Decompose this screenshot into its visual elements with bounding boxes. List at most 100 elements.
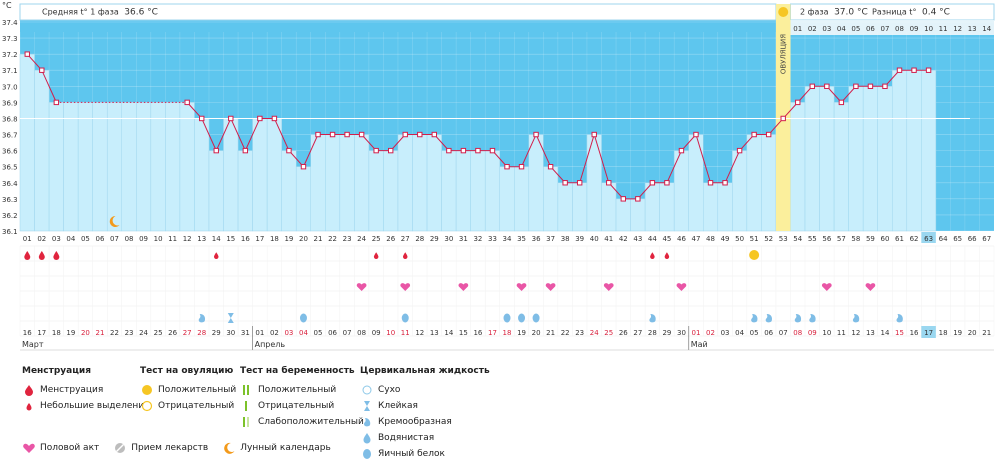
temperature-bar [441,150,457,232]
sticky-icon [364,401,370,411]
cycle-day-label: 46 [677,235,686,243]
temperature-point [518,163,525,170]
cycle-day-label: 19 [284,235,293,243]
calendar-date-label: 14 [881,329,890,337]
calendar-date-label: 06 [328,329,337,337]
calendar-date-label: 30 [677,329,686,337]
month-label: Апрель [255,340,286,349]
phase2-day-label: 12 [953,25,962,33]
cycle-day-label: 60 [881,235,890,243]
y-tick-label: 36.1 [2,228,18,236]
temperature-point [184,99,190,106]
phase2-label: 2 фаза [800,8,829,17]
temperature-point [533,131,539,138]
temperature-point [606,180,612,186]
temperature-point [213,147,219,154]
intercourse-heart-icon [400,283,411,291]
temperature-bar [165,102,181,232]
temperature-point [925,67,932,73]
cycle-day-label: 16 [241,235,250,243]
cycle-day-label: 50 [735,235,744,243]
cycle-day-label: 58 [851,235,860,243]
sun-outline-icon [141,400,153,412]
cycle-day-label: 33 [488,235,497,243]
y-tick-label: 37.1 [2,67,18,75]
phase1-label: Средняя t° 1 фаза [42,8,119,17]
legend-item: Кремообразная [360,414,490,430]
legend-bottom: Половой акт Прием лекарств Лунный календ… [22,440,331,456]
calendar-date-label: 03 [721,329,730,337]
temperature-point [693,131,699,138]
temperature-point [460,147,467,154]
phase2-day-label: 02 [808,25,817,33]
watery-mucus-icon [532,313,540,323]
y-tick-label: 36.5 [2,164,18,172]
cycle-day-label: 31 [459,235,468,243]
cycle-day-label: 08 [125,235,134,243]
temperature-bar [572,182,588,232]
temperature-bar [717,182,733,232]
egg-white-icon [363,449,371,459]
calendar-date-label: 02 [706,329,715,337]
calendar-date-label: 04 [299,329,308,337]
cycle-day-label: 22 [328,235,337,243]
cycle-day-label: 10 [154,235,163,243]
creamy-mucus-icon [649,314,656,323]
calendar-date-label: 02 [270,329,279,337]
temperature-point [838,99,845,106]
calendar-date-label: 08 [793,329,802,337]
legend-item: Половой акт [22,440,99,456]
legend-cervical-fluid: Цервикальная жидкость Сухо Клейкая Кремо… [360,366,490,462]
legend-item: Слабоположительный [240,414,364,430]
temperature-bar [790,102,806,232]
calendar-date-label: 06 [764,329,773,337]
intercourse-heart-icon [545,283,556,291]
temperature-point [853,83,859,90]
temperature-bar [354,134,370,232]
temperature-bar [252,118,268,232]
calendar-date-label: 22 [110,329,119,337]
temperature-point [242,147,249,154]
temperature-point [228,115,234,122]
svg-text:Разница t° 0.4 °C: Разница t° 0.4 °C [872,8,950,18]
calendar-date-label: 05 [750,329,759,337]
temperature-point [402,131,408,138]
temperature-bar [19,53,35,232]
temperature-bar [295,166,311,232]
cycle-day-label: 41 [604,235,613,243]
legend-item: Прием лекарств [113,440,208,456]
calendar-date-label: 30 [226,329,235,337]
temperature-bar [862,86,878,232]
temperature-bar [63,102,79,232]
temperature-point [504,163,510,170]
menstruation-drop-icon [24,251,31,260]
pill-icon [115,443,126,453]
svg-text:2 фаза 37.0 °C: 2 фаза 37.0 °C [800,8,868,18]
temperature-point [431,131,438,138]
temperature-point [635,196,641,202]
cycle-day-label: 21 [314,235,323,243]
calendar-date-label: 24 [139,329,148,337]
temperature-point [199,115,205,122]
temperature-point [257,115,263,122]
creamy-mucus-icon [751,314,758,323]
cycle-day-label: 04 [66,235,75,243]
intercourse-heart-icon [821,283,832,291]
temperature-bar [601,182,617,232]
calendar-date-label: 19 [953,329,962,337]
phase2-day-label: 13 [968,25,977,33]
phase2-day-label: 10 [924,25,933,33]
phase2-day-label: 03 [822,25,831,33]
calendar-date-label: 22 [561,329,570,337]
temperature-point [649,180,656,186]
cycle-day-label: 62 [910,235,919,243]
calendar-date-label: 10 [386,329,395,337]
cycle-day-label: 15 [226,235,235,243]
blood-drop-icon [25,385,33,396]
cycle-day-label: 59 [866,235,875,243]
temperature-bar [325,134,341,232]
calendar-date-label: 18 [939,329,948,337]
spotting-drop-icon [402,252,408,259]
sticky-mucus-icon [227,313,234,323]
temperature-point [664,180,670,186]
